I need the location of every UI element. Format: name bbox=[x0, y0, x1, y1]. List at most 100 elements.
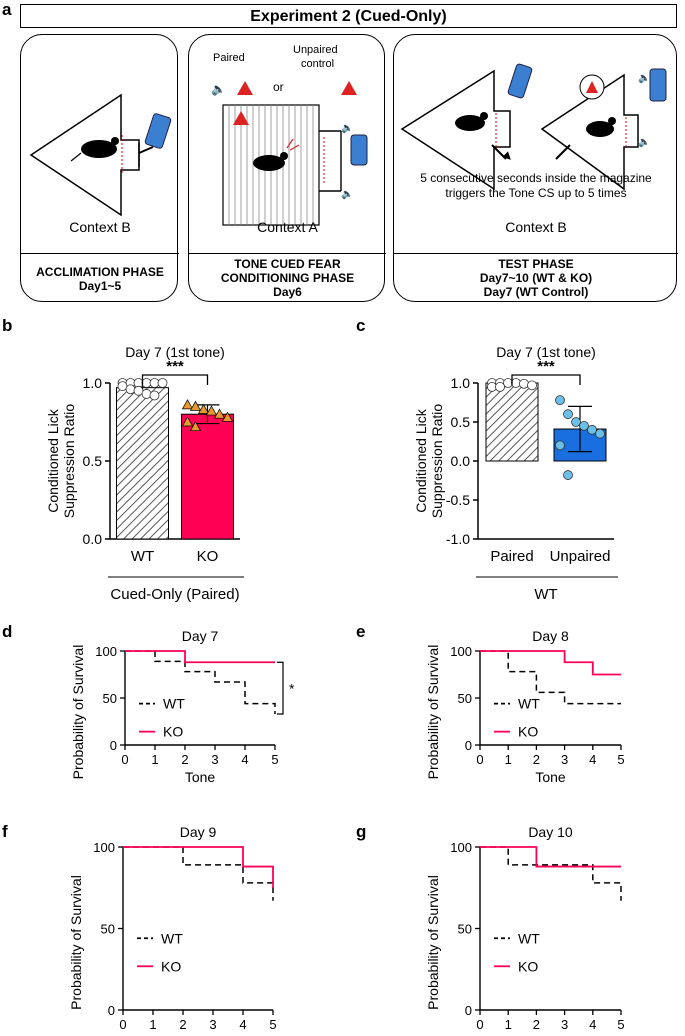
x-tick-label: 4 bbox=[241, 752, 248, 767]
x-tick-label: Paired bbox=[490, 548, 533, 565]
significance-bracket bbox=[511, 374, 581, 385]
significance-marker: *** bbox=[537, 358, 555, 375]
legend-label: KO bbox=[518, 724, 538, 740]
x-tick-label: 3 bbox=[209, 1017, 216, 1032]
y-tick-label: 100 bbox=[450, 644, 472, 659]
data-point bbox=[213, 408, 226, 419]
data-point bbox=[511, 378, 521, 388]
svg-text:🔈: 🔈 bbox=[638, 137, 650, 148]
x-tick-label: 5 bbox=[271, 752, 278, 767]
x-tick-label: 3 bbox=[561, 752, 568, 767]
x-axis-label: Tone bbox=[185, 769, 216, 785]
x-tick-label: Unpaired bbox=[550, 548, 611, 565]
y-axis-label: Probability of Survival bbox=[425, 875, 441, 1010]
test-illustration: 🔈 🔈 bbox=[400, 63, 667, 191]
y-axis-label: Conditioned Lick bbox=[45, 408, 61, 513]
context-label: Context B bbox=[69, 219, 131, 235]
x-tick-label: 0 bbox=[476, 752, 483, 767]
y-tick-label: 50 bbox=[103, 691, 117, 706]
y-tick-label: 0.0 bbox=[451, 453, 471, 469]
data-point bbox=[563, 409, 573, 420]
test-note: 5 consecutive seconds inside the magazin… bbox=[420, 171, 652, 200]
x-tick-label: 4 bbox=[239, 1017, 246, 1032]
data-point bbox=[181, 399, 194, 410]
legend-label: KO bbox=[163, 724, 183, 740]
panel-label-b: b bbox=[2, 316, 13, 335]
y-axis-label: Conditioned Lick bbox=[413, 408, 429, 513]
data-point bbox=[595, 428, 605, 439]
data-point bbox=[555, 395, 565, 406]
data-point bbox=[587, 424, 597, 435]
series-wt bbox=[125, 650, 276, 714]
phase-label-acclimation: ACCLIMATION PHASE Day1~5 bbox=[36, 265, 164, 293]
context-label: Context B bbox=[505, 219, 567, 235]
x-tick-label: 0 bbox=[121, 752, 128, 767]
data-point bbox=[495, 381, 505, 392]
y-tick-label: 0 bbox=[108, 1003, 115, 1018]
series-wt bbox=[480, 650, 621, 705]
group-label: WT bbox=[534, 586, 557, 603]
x-tick-label: 1 bbox=[505, 752, 512, 767]
data-point bbox=[189, 400, 202, 411]
legend-label: KO bbox=[161, 958, 181, 974]
chart-title: Day 7 (1st tone) bbox=[125, 344, 225, 360]
x-tick-label: 0 bbox=[119, 1017, 126, 1032]
series-wt bbox=[480, 846, 622, 901]
legend-label: WT bbox=[518, 696, 540, 712]
data-point bbox=[571, 417, 581, 427]
y-axis-label: Probability of Survival bbox=[425, 645, 441, 780]
significance-marker: *** bbox=[166, 358, 184, 375]
data-point bbox=[197, 403, 210, 414]
paired-label: Paired bbox=[213, 52, 245, 64]
context-label: Context A bbox=[257, 219, 318, 235]
x-axis-label: Tone bbox=[183, 1034, 214, 1036]
data-point bbox=[563, 470, 573, 480]
conditioning-illustration: Paired 🔈 or Unpaired control 🔈 🔈 bbox=[211, 44, 368, 226]
mouse-icon bbox=[81, 140, 117, 158]
y-tick-label: 0 bbox=[465, 738, 472, 753]
chart-title: Day 7 (1st tone) bbox=[496, 344, 596, 360]
x-tick-label: 5 bbox=[269, 1017, 276, 1032]
series-ko bbox=[125, 650, 275, 664]
x-tick-label: 0 bbox=[476, 1017, 483, 1032]
series-ko bbox=[123, 846, 274, 888]
panel-label-e: e bbox=[356, 622, 366, 641]
data-point bbox=[519, 378, 529, 389]
data-point bbox=[205, 405, 218, 416]
chart-title: Day 10 bbox=[528, 824, 573, 840]
chart-title: Day 7 bbox=[182, 628, 219, 644]
data-point bbox=[555, 440, 565, 451]
significance-bracket bbox=[141, 374, 209, 385]
x-tick-label: KO bbox=[197, 548, 219, 565]
y-tick-label: 0 bbox=[110, 738, 117, 753]
y-tick-label: 1.0 bbox=[451, 375, 471, 391]
data-point bbox=[181, 416, 194, 427]
data-point bbox=[149, 390, 160, 401]
speaker-icon: 🔈 bbox=[211, 82, 226, 96]
y-tick-label: -1.0 bbox=[446, 531, 470, 547]
svg-text:🔈: 🔈 bbox=[341, 123, 353, 134]
x-tick-label: 2 bbox=[533, 752, 540, 767]
x-tick-label: 2 bbox=[181, 752, 188, 767]
bar-wt bbox=[116, 387, 169, 540]
series-wt bbox=[123, 846, 274, 901]
data-point bbox=[125, 384, 136, 395]
chart-title: Day 9 bbox=[180, 824, 217, 840]
water-bottle-icon bbox=[144, 113, 172, 149]
data-point bbox=[157, 378, 168, 388]
y-tick-label: -0.5 bbox=[446, 492, 470, 508]
significance-bracket bbox=[277, 661, 284, 715]
x-tick-label: 3 bbox=[561, 1017, 568, 1032]
x-tick-label: 4 bbox=[589, 752, 596, 767]
or-label: or bbox=[273, 80, 284, 94]
y-tick-label: 0.5 bbox=[451, 414, 471, 430]
y-tick-label: 0.0 bbox=[83, 531, 103, 547]
y-axis-label: Suppression Ratio bbox=[429, 404, 445, 519]
context-box-acclimation: Context B ACCLIMATION PHASE Day1~5 bbox=[20, 34, 179, 302]
series-ko bbox=[480, 846, 621, 868]
bar-paired bbox=[485, 382, 539, 462]
legend-label: WT bbox=[161, 930, 183, 946]
x-tick-label: 2 bbox=[533, 1017, 540, 1032]
phase-label-conditioning: TONE CUED FEAR CONDITIONING PHASE Day6 bbox=[220, 257, 355, 299]
